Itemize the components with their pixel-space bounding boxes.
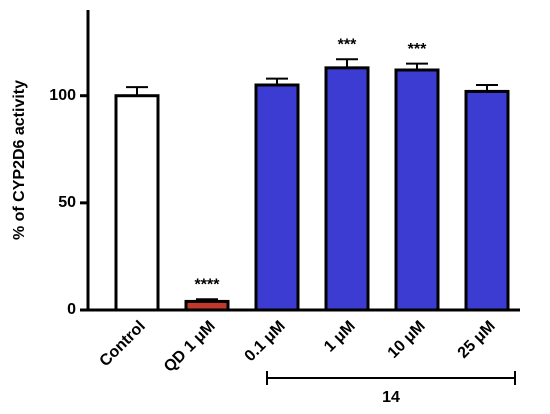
significance-label: *** (408, 41, 427, 58)
bar (114, 94, 160, 312)
bar (324, 66, 370, 312)
bar (254, 83, 300, 312)
x-tick-label: QD 1 μM (161, 318, 219, 376)
bar (184, 299, 230, 312)
bar (394, 68, 440, 312)
y-axis-label: % of CYP2D6 activity (11, 80, 28, 240)
group-label: 14 (382, 389, 400, 406)
y-tick-label: 0 (67, 301, 76, 318)
y-tick-label: 100 (49, 87, 76, 104)
significance-label: *** (338, 37, 357, 54)
significance-label: **** (195, 277, 221, 294)
bar (464, 89, 510, 312)
x-tick-label: 0.1 μM (242, 318, 289, 365)
x-tick-label: 25 μM (455, 318, 499, 362)
x-tick-label: 10 μM (385, 318, 429, 362)
x-tick-label: Control (97, 318, 149, 370)
y-tick-label: 50 (58, 194, 76, 211)
x-tick-label: 1 μM (321, 318, 359, 356)
